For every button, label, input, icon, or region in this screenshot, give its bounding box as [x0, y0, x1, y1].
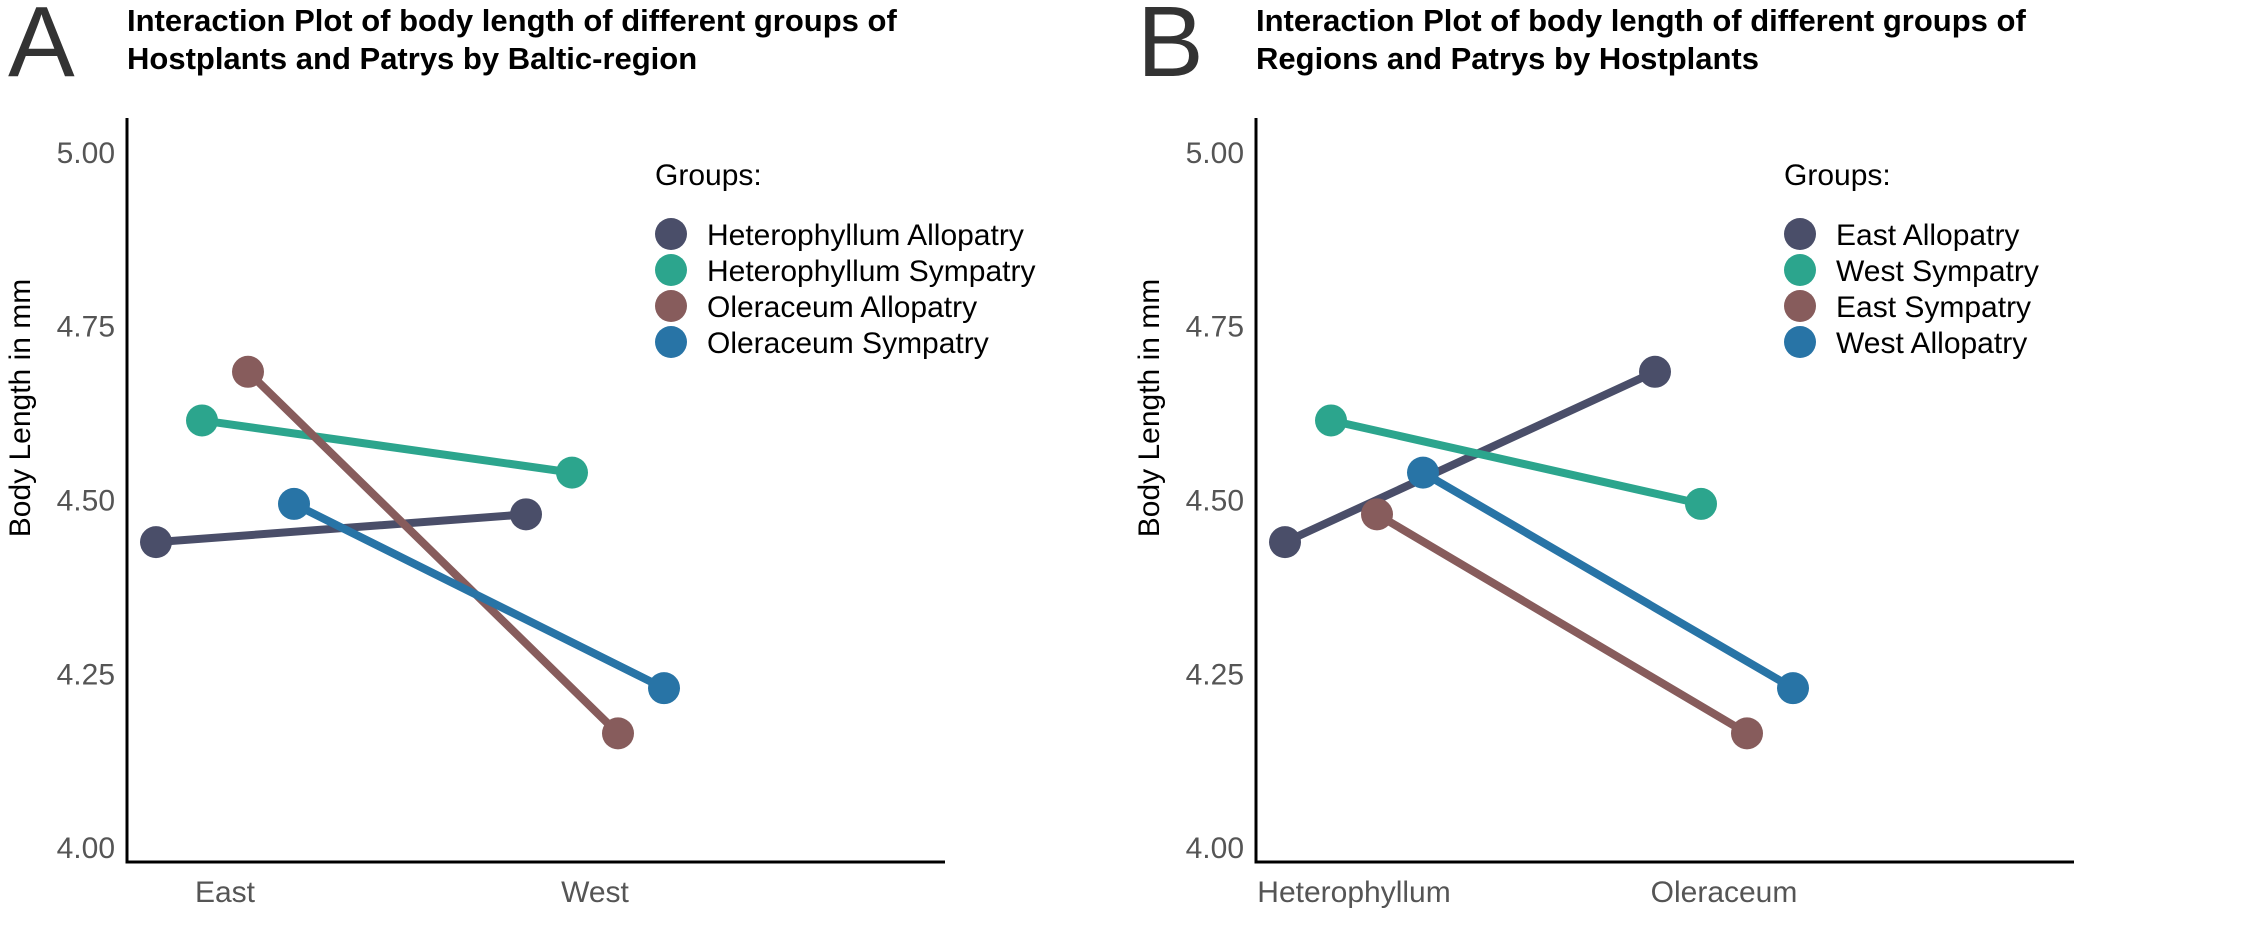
data-point [140, 526, 172, 559]
y-tick-label: 5.00 [57, 137, 115, 170]
legend-label: Heterophyllum Sympatry [707, 255, 1035, 288]
series-line [290, 499, 668, 693]
legend-marker [655, 254, 687, 286]
data-point [232, 355, 264, 388]
data-point [186, 404, 218, 437]
y-tick-label: 5.00 [1186, 137, 1244, 170]
legend-marker [655, 290, 687, 322]
legend-label: Heterophyllum Allopatry [707, 219, 1024, 252]
interaction-chart-b: Body Length in mm 4.00 4.25 4.50 4.75 5.00 Het… [1133, 118, 2074, 909]
legend-label: West Sympatry [1836, 255, 2039, 288]
x-tick-label: East [195, 876, 256, 909]
legend-marker [1784, 326, 1816, 358]
chart-title-line-2: Regions and Patrys by Hostplants [1256, 41, 1759, 76]
x-tick-label: Heterophyllum [1257, 876, 1450, 909]
chart-title-line-2: Hostplants and Patrys by Baltic-region [127, 41, 698, 76]
data-point [1777, 672, 1809, 705]
y-tick-label: 4.25 [57, 658, 115, 691]
legend-label: West Allopatry [1836, 327, 2027, 360]
data-point [648, 672, 680, 705]
y-tick-label: 4.75 [1186, 311, 1244, 344]
legend-title: Groups: [1784, 159, 1891, 192]
data-point [1269, 526, 1301, 559]
y-axis-label: Body Length in mm [4, 279, 37, 537]
chart-title-line-1: Interaction Plot of body length of diffe… [127, 3, 897, 38]
x-tick-label: Oleraceum [1651, 876, 1798, 909]
panel-letter: B [1137, 0, 1204, 98]
y-tick-label: 4.00 [1186, 832, 1244, 865]
chart-title: Interaction Plot of body length of diffe… [127, 2, 1007, 78]
legend-label: East Sympatry [1836, 291, 2031, 324]
legend-label: Oleraceum Allopatry [707, 291, 977, 324]
legend-marker [1784, 218, 1816, 250]
series-line [1327, 416, 1705, 508]
chart-title-line-1: Interaction Plot of body length of diffe… [1256, 3, 2026, 38]
series-line [1419, 468, 1797, 693]
series-line [198, 416, 576, 477]
series-line [244, 367, 622, 738]
y-tick-label: 4.50 [1186, 484, 1244, 517]
legend-title: Groups: [655, 159, 762, 192]
legend-marker [655, 326, 687, 358]
y-tick-label: 4.00 [57, 832, 115, 865]
panel-a: A Interaction Plot of body length of dif… [4, 0, 1035, 909]
legend-label: East Allopatry [1836, 219, 2019, 252]
panel-b: B Interaction Plot of body length of dif… [1129, 0, 2244, 945]
legend-marker [655, 218, 687, 250]
data-point [1361, 498, 1393, 531]
data-point [602, 717, 634, 750]
panel-letter: A [8, 0, 75, 98]
x-tick-label: West [561, 876, 629, 909]
series-line [1373, 510, 1751, 738]
data-point [1685, 487, 1717, 520]
series-line [1281, 367, 1659, 547]
data-point [1639, 355, 1671, 388]
legend-marker [1784, 254, 1816, 286]
data-point [510, 498, 542, 531]
data-point [1315, 404, 1347, 437]
y-tick-label: 4.75 [57, 311, 115, 344]
y-tick-label: 4.25 [1186, 658, 1244, 691]
data-point [556, 456, 588, 489]
data-point [278, 487, 310, 520]
legend-marker [1784, 290, 1816, 322]
data-point [1407, 456, 1439, 489]
y-tick-label: 4.50 [57, 484, 115, 517]
legend-label: Oleraceum Sympatry [707, 327, 989, 360]
chart-title: Interaction Plot of body length of diffe… [1256, 2, 2136, 78]
interaction-chart-a: Body Length in mm 4.00 4.25 4.50 4.75 5.00 Eas… [4, 118, 1035, 909]
data-point [1731, 717, 1763, 750]
y-axis-label: Body Length in mm [1133, 279, 1166, 537]
